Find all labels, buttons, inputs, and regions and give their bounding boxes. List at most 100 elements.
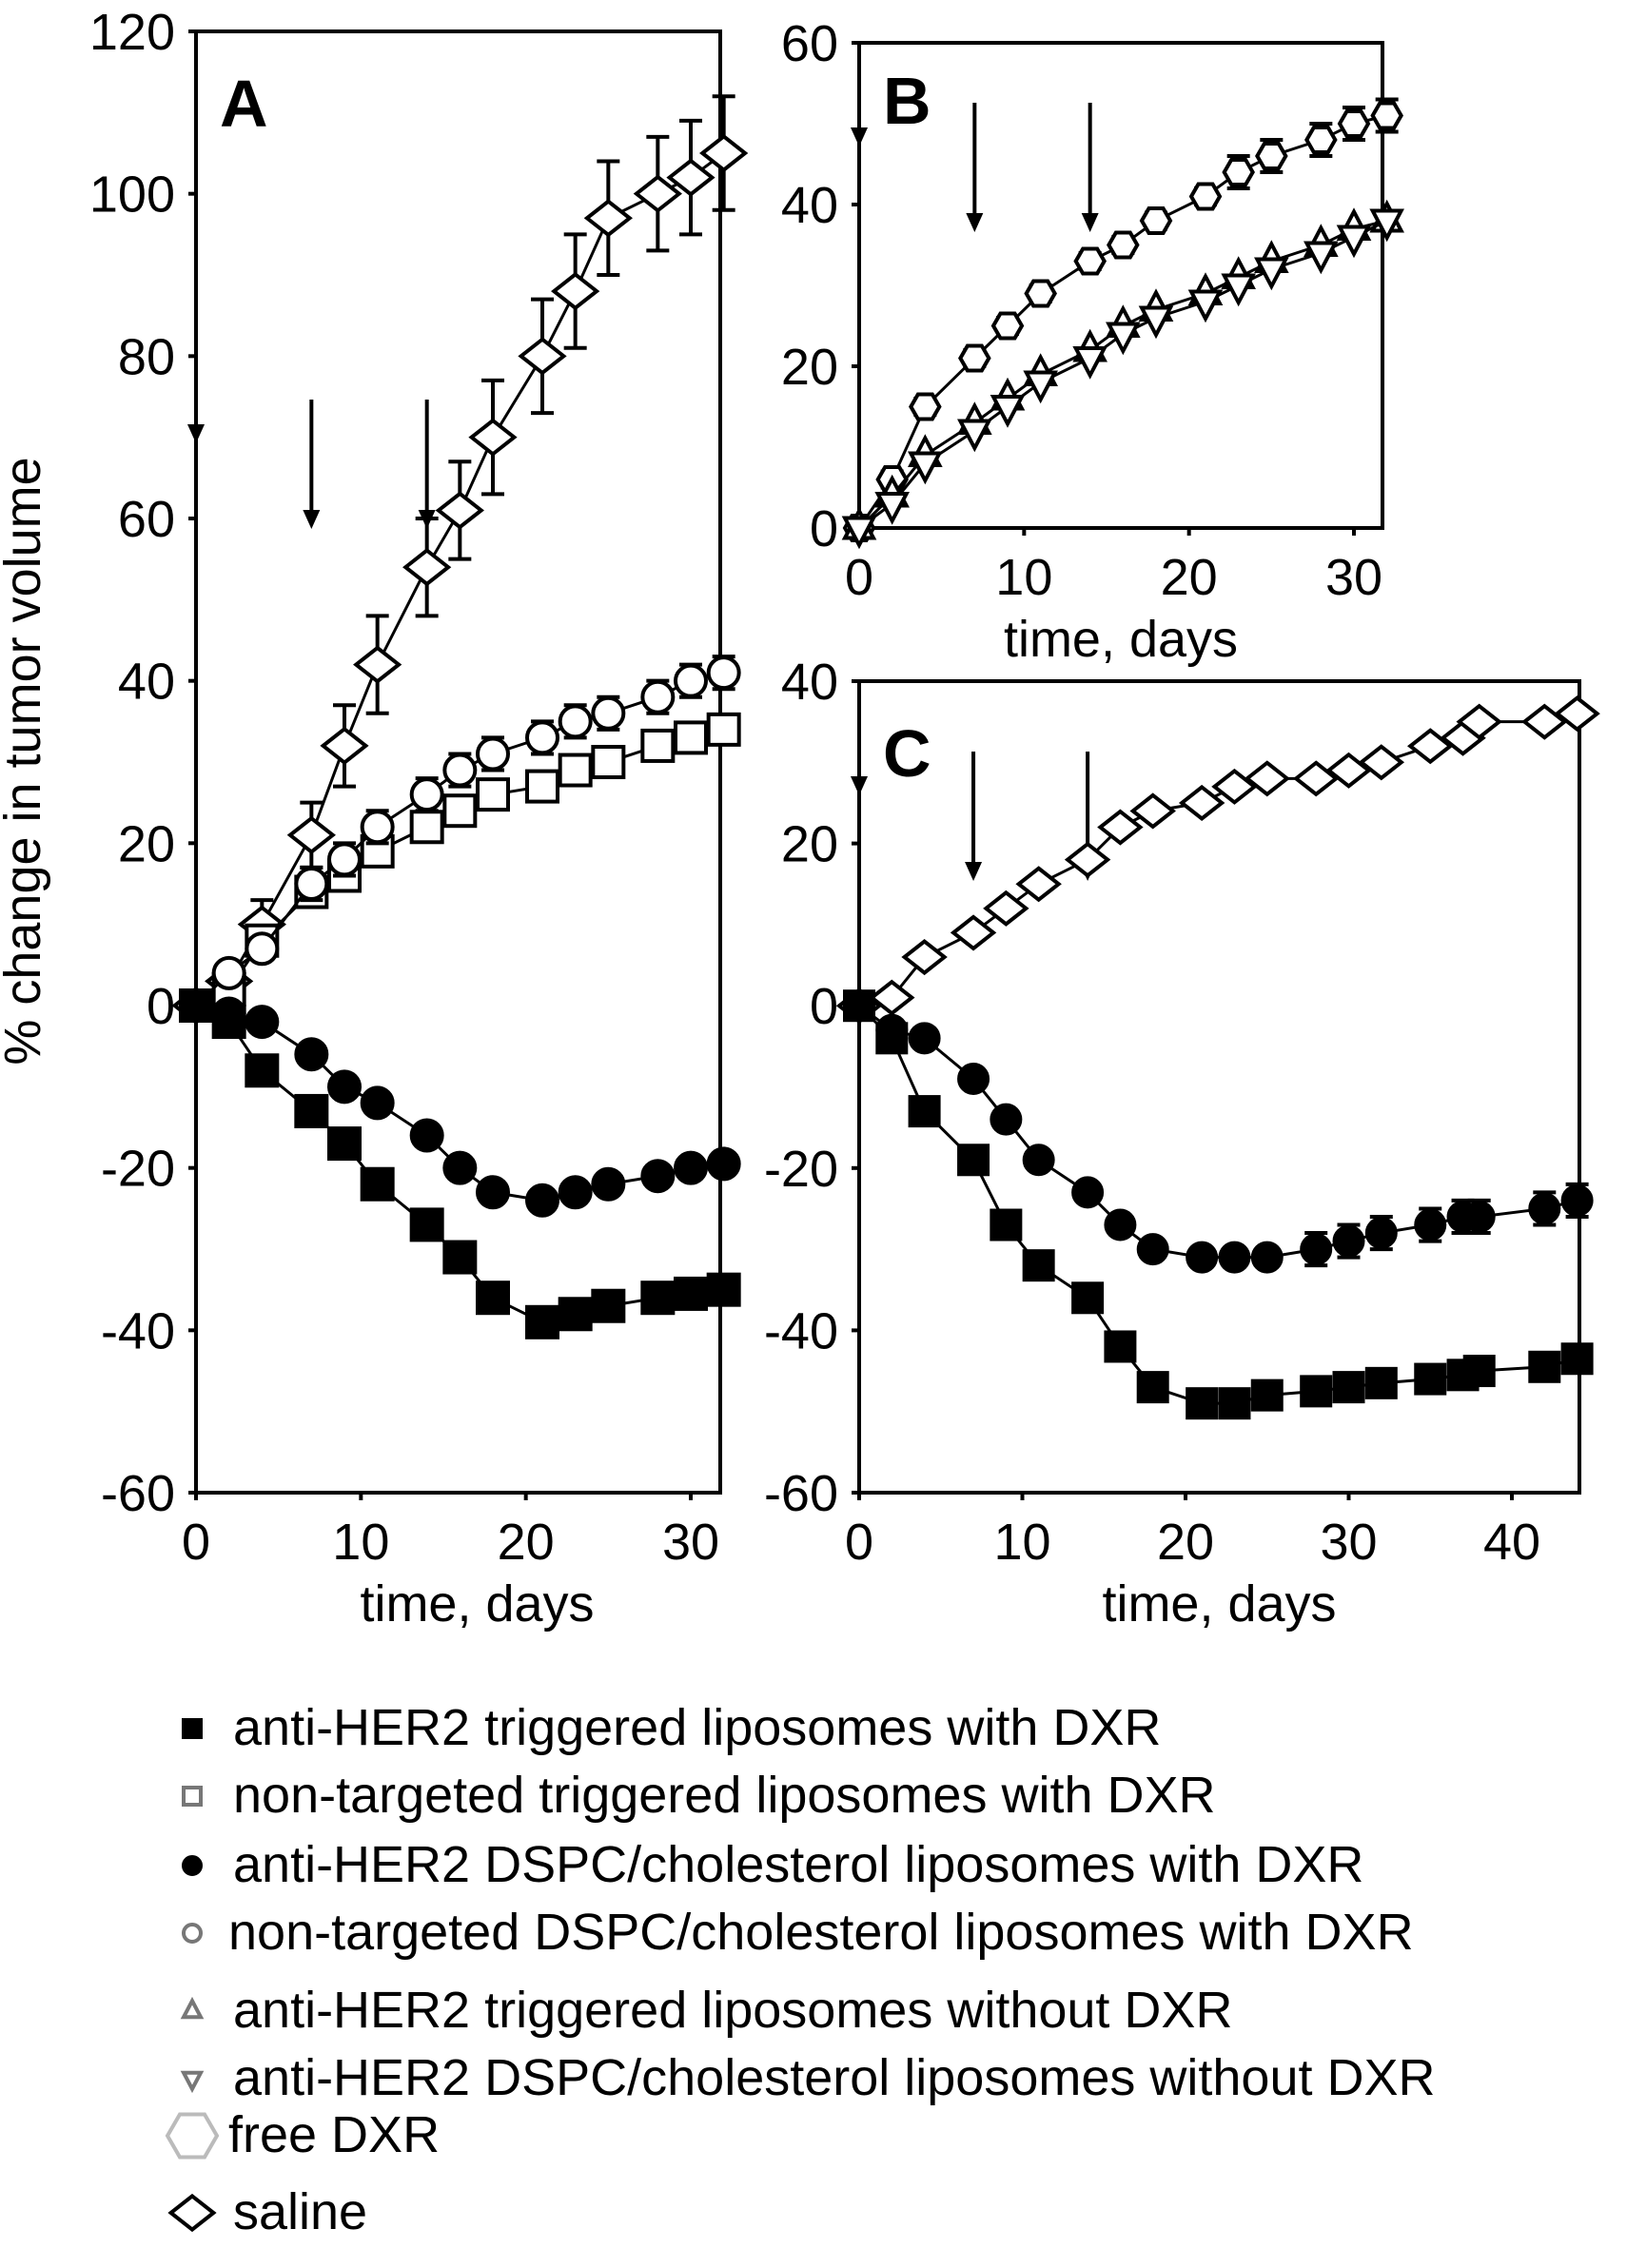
marker-filled-square — [294, 1093, 329, 1128]
marker-filled-square — [1022, 1249, 1055, 1282]
marker-filled-square — [476, 1281, 510, 1316]
marker-open-square — [591, 745, 626, 779]
marker-open-hexagon — [958, 343, 991, 373]
marker-open-square — [182, 1786, 203, 1807]
marker-open-circle — [245, 931, 280, 967]
legend-item: free DXR — [165, 2106, 440, 2163]
y-tick-label: 100 — [89, 166, 175, 224]
marker-filled-square — [908, 1095, 941, 1128]
dosing-arrow-head — [851, 127, 868, 147]
marker-open-triangle-down — [874, 492, 910, 525]
series-line — [857, 219, 1388, 530]
y-tick-label: 60 — [118, 491, 175, 548]
marker-open-diamond — [1178, 784, 1225, 821]
x-tick-label: 40 — [1483, 1514, 1540, 1571]
y-tick-label: 80 — [118, 328, 175, 385]
marker-open-diamond — [666, 158, 715, 197]
marker-open-diamond — [901, 938, 948, 976]
marker-open-triangle-down — [1106, 322, 1141, 356]
marker-filled-circle — [525, 1183, 559, 1218]
marker-filled-square — [442, 1240, 478, 1275]
plot-frame — [194, 29, 722, 1495]
marker-filled-circle — [990, 1103, 1023, 1136]
marker-open-hexagon — [1024, 279, 1057, 308]
marker-filled-square — [591, 1288, 626, 1323]
marker-open-hexagon — [1222, 158, 1255, 186]
marker-filled-square — [360, 1166, 395, 1202]
marker-filled-circle — [957, 1062, 990, 1095]
marker-open-hexagon — [1139, 206, 1173, 235]
marker-filled-circle — [1071, 1176, 1105, 1209]
x-tick-label: 0 — [182, 1514, 210, 1571]
x-tick-label: 30 — [1320, 1514, 1377, 1571]
marker-filled-square — [1462, 1355, 1496, 1388]
dosing-arrow-head — [966, 213, 984, 232]
marker-filled-circle — [674, 1150, 708, 1185]
marker-open-circle — [442, 753, 478, 788]
series-line — [858, 712, 1578, 1007]
plot-frame — [857, 41, 1384, 530]
series-line — [195, 151, 725, 1007]
marker-open-square — [525, 769, 559, 804]
marker-open-diamond — [286, 815, 336, 854]
y-tick-label: 120 — [89, 4, 175, 61]
dosing-arrow-head — [965, 862, 983, 881]
marker-filled-square — [409, 1207, 444, 1242]
marker-filled-square — [1528, 1350, 1561, 1383]
y-tick-label: -60 — [101, 1465, 175, 1522]
marker-filled-circle — [1218, 1241, 1251, 1274]
marker-filled-square — [706, 1272, 741, 1307]
marker-filled-circle — [179, 988, 213, 1023]
marker-filled-circle — [1300, 1233, 1333, 1266]
marker-open-hexagon — [165, 2112, 220, 2160]
panel-letter: C — [883, 716, 931, 791]
marker-filled-circle — [1462, 1200, 1496, 1233]
marker-open-triangle-down — [1254, 257, 1289, 291]
marker-filled-circle — [1136, 1233, 1169, 1266]
marker-open-diamond — [1064, 841, 1111, 878]
y-tick-label: 60 — [781, 15, 838, 72]
series-line — [858, 219, 1388, 530]
marker-filled-circle — [558, 1175, 593, 1210]
marker-open-circle — [360, 810, 395, 845]
marker-filled-circle — [1364, 1217, 1398, 1250]
x-tick-label: 10 — [993, 1514, 1050, 1571]
marker-open-triangle-down — [1369, 208, 1404, 243]
marker-filled-square — [558, 1297, 593, 1332]
x-axis-label: time, days — [1102, 1575, 1336, 1633]
marker-open-diamond — [583, 199, 633, 238]
legend-label: anti-HER2 DSPC/cholesterol liposomes wit… — [233, 1836, 1363, 1893]
marker-open-circle — [706, 655, 741, 691]
marker-filled-square — [245, 1053, 280, 1088]
x-tick-label: 20 — [1161, 549, 1218, 606]
legend-item: non-targeted triggered liposomes with DX… — [182, 1767, 1216, 1824]
marker-filled-square — [875, 1022, 909, 1055]
marker-filled-circle — [706, 1146, 741, 1182]
marker-filled-square — [1071, 1281, 1105, 1315]
marker-open-circle — [327, 842, 362, 877]
marker-filled-square — [1218, 1387, 1251, 1420]
series-open-diamond — [835, 695, 1600, 1025]
series-filled-circle — [843, 989, 1594, 1274]
dosing-arrow-head — [851, 776, 868, 795]
marker-open-diamond — [1097, 809, 1144, 846]
marker-filled-square — [182, 1718, 203, 1739]
panel-letter: A — [220, 67, 268, 141]
legend-label: anti-HER2 DSPC/cholesterol liposomes wit… — [233, 2049, 1436, 2106]
x-tick-label: 30 — [1325, 549, 1382, 606]
marker-open-circle — [591, 695, 626, 731]
legend-label: free DXR — [228, 2106, 440, 2163]
marker-filled-circle — [409, 1118, 444, 1153]
marker-open-diamond — [518, 337, 567, 376]
x-tick-label: 0 — [845, 549, 873, 606]
legend-label: non-targeted DSPC/cholesterol liposomes … — [228, 1904, 1414, 1961]
marker-open-triangle-down — [990, 395, 1026, 428]
marker-open-square — [558, 753, 593, 788]
panel-letter: B — [883, 64, 931, 138]
marker-open-triangle-down — [957, 419, 992, 453]
marker-open-square — [674, 720, 708, 755]
marker-filled-square — [957, 1144, 990, 1177]
series-open-hexagon — [842, 97, 1403, 542]
panel-C: -60 -40 -20 0 20 40 0 10 20 30 40 time, days C — [764, 654, 1600, 1633]
marker-open-square — [409, 810, 444, 845]
